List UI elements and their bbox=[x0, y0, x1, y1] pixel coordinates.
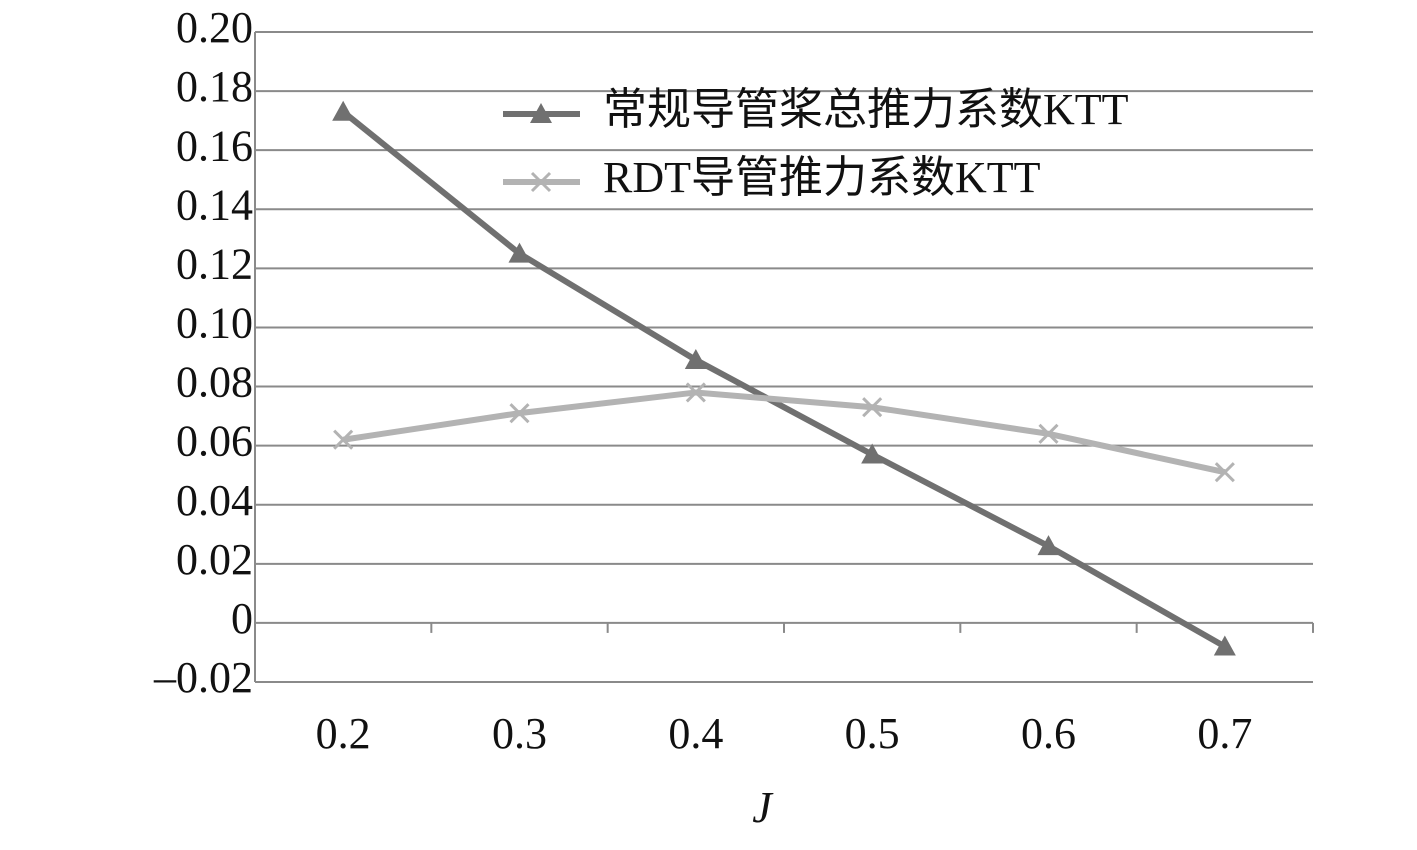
x-tick-label: 0.3 bbox=[492, 709, 547, 758]
legend-marker bbox=[530, 171, 552, 193]
x-tick-label: 0.5 bbox=[845, 709, 900, 758]
y-tick-label: 0 bbox=[231, 594, 253, 643]
y-tick-label: 0.06 bbox=[176, 417, 253, 466]
marker bbox=[1213, 635, 1236, 656]
y-tick-label: 0.14 bbox=[176, 180, 253, 229]
y-tick-label: 0.20 bbox=[176, 3, 253, 52]
marker bbox=[509, 403, 530, 424]
marker bbox=[333, 429, 354, 450]
marker bbox=[1037, 535, 1060, 556]
marker bbox=[508, 242, 531, 263]
y-tick-label: 0.16 bbox=[176, 121, 253, 170]
marker bbox=[862, 397, 883, 418]
marker bbox=[332, 100, 355, 121]
x-tick-label: 0.7 bbox=[1197, 709, 1252, 758]
y-tick-label: –0.02 bbox=[153, 653, 253, 702]
legend-marker bbox=[530, 103, 552, 123]
marker bbox=[684, 348, 707, 369]
y-tick-label: 0.18 bbox=[176, 62, 253, 111]
marker bbox=[1038, 423, 1059, 444]
y-tick-label: 0.08 bbox=[176, 358, 253, 407]
legend-label: RDT导管推力系数KTT bbox=[603, 153, 1041, 202]
y-tick-label: 0.04 bbox=[176, 476, 253, 525]
marker bbox=[861, 443, 884, 464]
y-tick-label: 0.02 bbox=[176, 535, 253, 584]
y-tick-label: 0.12 bbox=[176, 239, 253, 288]
marker bbox=[1214, 462, 1235, 483]
x-axis-title: J bbox=[752, 783, 774, 832]
y-tick-label: 0.10 bbox=[176, 299, 253, 348]
series-line bbox=[341, 109, 1227, 650]
legend-label: 常规导管桨总推力系数KTT bbox=[603, 85, 1129, 134]
series-line bbox=[342, 389, 1226, 476]
x-tick-label: 0.6 bbox=[1021, 709, 1076, 758]
x-tick-label: 0.2 bbox=[316, 709, 371, 758]
x-tick-label: 0.4 bbox=[668, 709, 723, 758]
marker bbox=[685, 382, 706, 403]
